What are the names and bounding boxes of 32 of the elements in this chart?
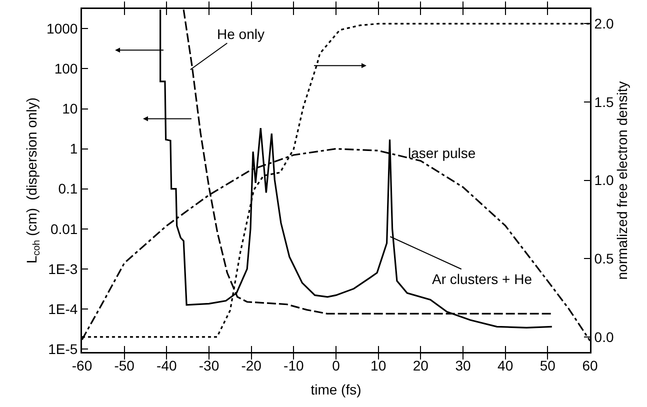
- y-tick-label: 0.01: [50, 220, 78, 237]
- y-tick-label: 10: [62, 100, 78, 117]
- y2-tick-label: 1.5: [594, 94, 614, 110]
- x-tick-label: -20: [241, 357, 262, 374]
- x-tick-label: -60: [72, 357, 92, 374]
- annotation: He only: [217, 26, 264, 42]
- y-tick-label: 1: [70, 140, 78, 157]
- y-tick-label: 1E-3: [48, 260, 78, 277]
- x-tick-label: 40: [498, 357, 514, 374]
- x-tick-label: 30: [455, 357, 471, 374]
- y-tick-label: 100: [54, 60, 78, 77]
- y2-axis-title: normalized free electron density: [614, 81, 630, 280]
- x-tick-label: 10: [370, 357, 386, 374]
- x-tick-label: 60: [582, 357, 598, 374]
- y-tick-label: 1000: [46, 20, 78, 37]
- x-tick-label: 0: [332, 357, 340, 374]
- x-tick-label: -50: [114, 357, 135, 374]
- y-tick-label: 1E-5: [48, 340, 78, 357]
- x-axis-title: time (fs): [310, 381, 362, 398]
- x-tick-label: 50: [540, 357, 556, 374]
- y-tick-label: 1E-4: [48, 300, 78, 317]
- annotation: laser pulse: [408, 145, 476, 161]
- x-tick-label: -40: [156, 357, 177, 374]
- y2-tick-label: 0.0: [594, 328, 614, 345]
- y2-tick-label: 1.0: [594, 172, 614, 188]
- annotation: Ar clusters + He: [432, 271, 532, 287]
- x-tick-label: -30: [198, 357, 220, 374]
- y2-tick-label: 2.0: [594, 16, 614, 32]
- x-tick-label: -10: [284, 357, 304, 374]
- y2-tick-label: 0.5: [594, 250, 614, 267]
- x-tick-label: 20: [412, 357, 429, 374]
- y-tick-label: 0.1: [58, 180, 78, 197]
